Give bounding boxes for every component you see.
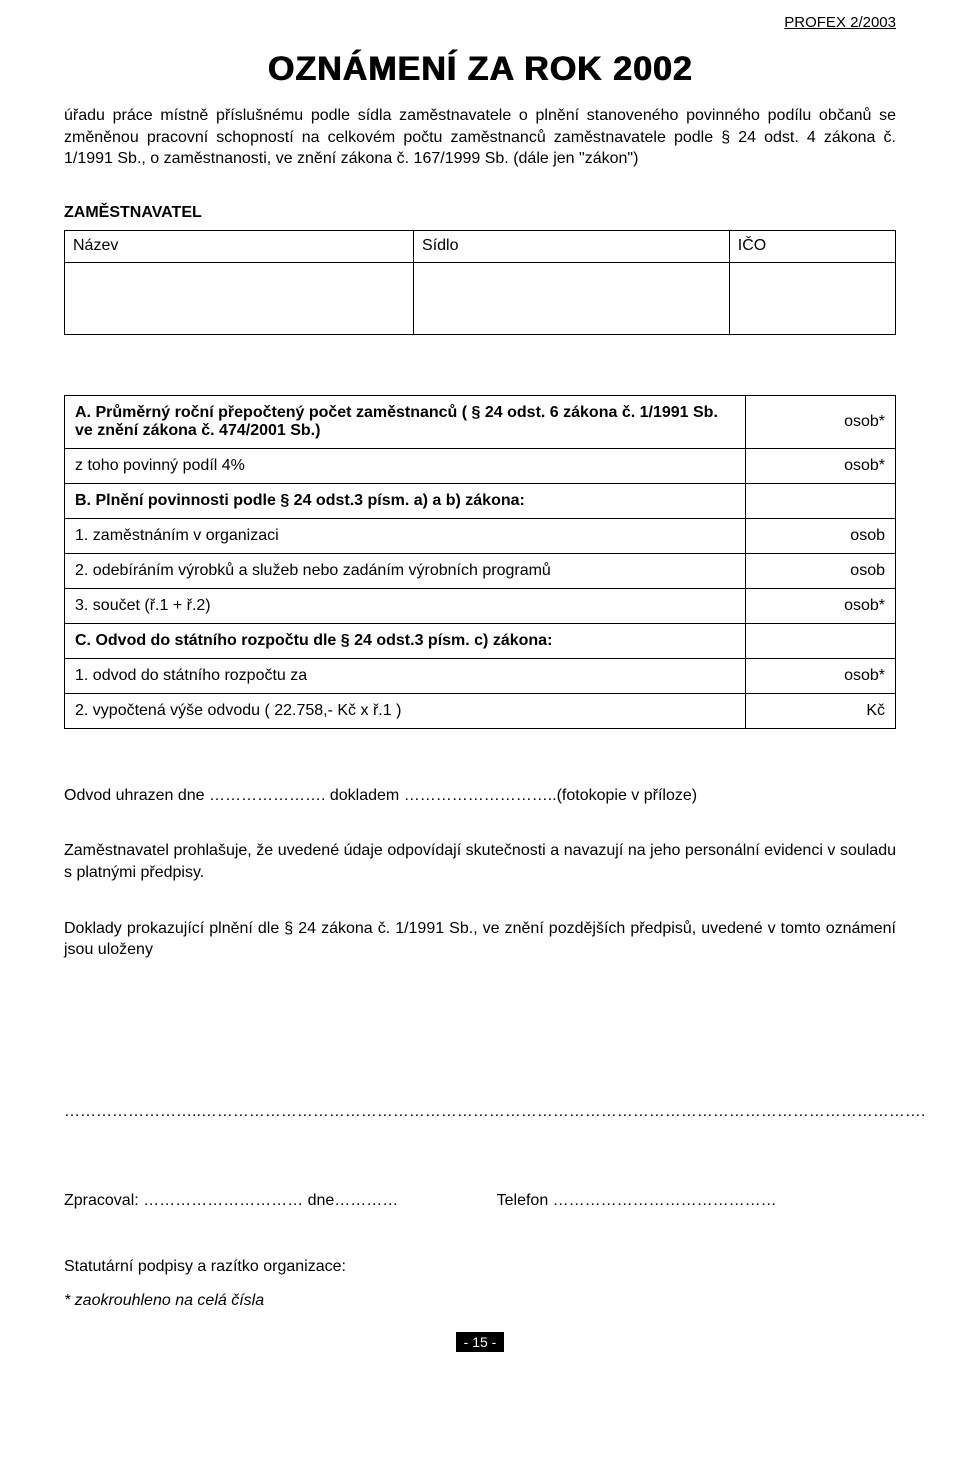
signature-label: Statutární podpisy a razítko organizace: bbox=[64, 1256, 896, 1278]
employer-col-ico: IČO bbox=[729, 230, 895, 262]
row-a-sub-label: z toho povinný podíl 4% bbox=[65, 448, 746, 483]
processed-by: Zpracoval: ………………………… dne………… bbox=[64, 1192, 497, 1210]
row-c1-label: 1. odvod do státního rozpočtu za bbox=[65, 658, 746, 693]
dotted-fill-line: ……………………..………………………………………………………………………………… bbox=[64, 1101, 896, 1123]
row-c-label: C. Odvod do státního rozpočtu dle § 24 o… bbox=[65, 623, 746, 658]
row-a-label: A. Průměrný roční přepočtený počet zaměs… bbox=[65, 395, 746, 448]
employer-section-label: ZAMĚSTNAVATEL bbox=[64, 204, 896, 222]
row-c2-label: 2. vypočtená výše odvodu ( 22.758,- Kč x… bbox=[65, 693, 746, 728]
row-b2-unit: osob bbox=[746, 553, 896, 588]
row-c1-unit: osob* bbox=[746, 658, 896, 693]
employer-col-name: Název bbox=[65, 230, 414, 262]
row-b1-label: 1. zaměstnáním v organizaci bbox=[65, 518, 746, 553]
row-c-empty bbox=[746, 623, 896, 658]
row-c2-unit: Kč bbox=[746, 693, 896, 728]
employer-ico-cell[interactable] bbox=[729, 262, 895, 334]
row-b-label: B. Plnění povinnosti podle § 24 odst.3 p… bbox=[65, 483, 746, 518]
page-title: OZNÁMENÍ ZA ROK 2002 bbox=[64, 50, 896, 89]
page-number-badge: - 15 - bbox=[456, 1332, 505, 1352]
employer-name-cell[interactable] bbox=[65, 262, 414, 334]
employer-col-seat: Sídlo bbox=[414, 230, 730, 262]
paid-line: Odvod uhrazen dne …………………. dokladem …………… bbox=[64, 785, 896, 807]
employer-seat-cell[interactable] bbox=[414, 262, 730, 334]
row-b1-unit: osob bbox=[746, 518, 896, 553]
declaration-paragraph: Zaměstnavatel prohlašuje, že uvedené úda… bbox=[64, 840, 896, 883]
row-a-sub-unit: osob* bbox=[746, 448, 896, 483]
row-b3-unit: osob* bbox=[746, 588, 896, 623]
rounding-note: * zaokrouhleno na celá čísla bbox=[64, 1290, 896, 1312]
row-a-unit: osob* bbox=[746, 395, 896, 448]
intro-paragraph: úřadu práce místně příslušnému podle síd… bbox=[64, 105, 896, 170]
docs-paragraph: Doklady prokazující plnění dle § 24 záko… bbox=[64, 918, 896, 961]
row-b3-label: 3. součet (ř.1 + ř.2) bbox=[65, 588, 746, 623]
phone-line: Telefon …………………………………… bbox=[497, 1192, 896, 1210]
row-b2-label: 2. odebíráním výrobků a služeb nebo zadá… bbox=[65, 553, 746, 588]
main-table: A. Průměrný roční přepočtený počet zaměs… bbox=[64, 395, 896, 729]
header-journal: PROFEX 2/2003 bbox=[784, 14, 896, 31]
row-b-empty bbox=[746, 483, 896, 518]
employer-table: Název Sídlo IČO bbox=[64, 230, 896, 335]
